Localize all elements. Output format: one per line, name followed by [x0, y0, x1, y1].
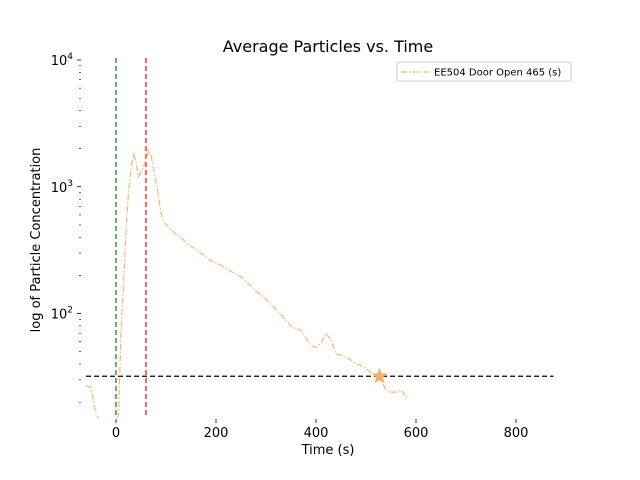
series-line-0: [85, 148, 409, 418]
x-tick-label: 800: [504, 426, 529, 441]
legend-box: [396, 61, 572, 82]
chart-title: Average Particles vs. Time: [223, 37, 433, 56]
y-tick-label: 102: [51, 306, 73, 323]
x-tick-label: 0: [112, 426, 120, 441]
y-axis-label: log of Particle Concentration: [29, 148, 44, 333]
x-tick-label: 600: [404, 426, 429, 441]
x-axis-label: Time (s): [301, 443, 355, 458]
x-tick-label: 400: [304, 426, 329, 441]
x-tick-label: 200: [204, 426, 229, 441]
legend: EE504 Door Open 465 (s): [396, 61, 572, 82]
y-tick-label: 103: [51, 179, 73, 196]
x-axis: 0 200 400 600 800: [112, 419, 529, 441]
y-tick-label: 104: [51, 52, 74, 69]
star-marker: [371, 367, 388, 384]
legend-entry: EE504 Door Open 465 (s): [434, 68, 561, 79]
series-layer: [85, 148, 409, 418]
vertical-lines: [115, 58, 147, 418]
y-axis: 102 103 104: [51, 52, 81, 403]
markers-layer: [371, 367, 388, 384]
